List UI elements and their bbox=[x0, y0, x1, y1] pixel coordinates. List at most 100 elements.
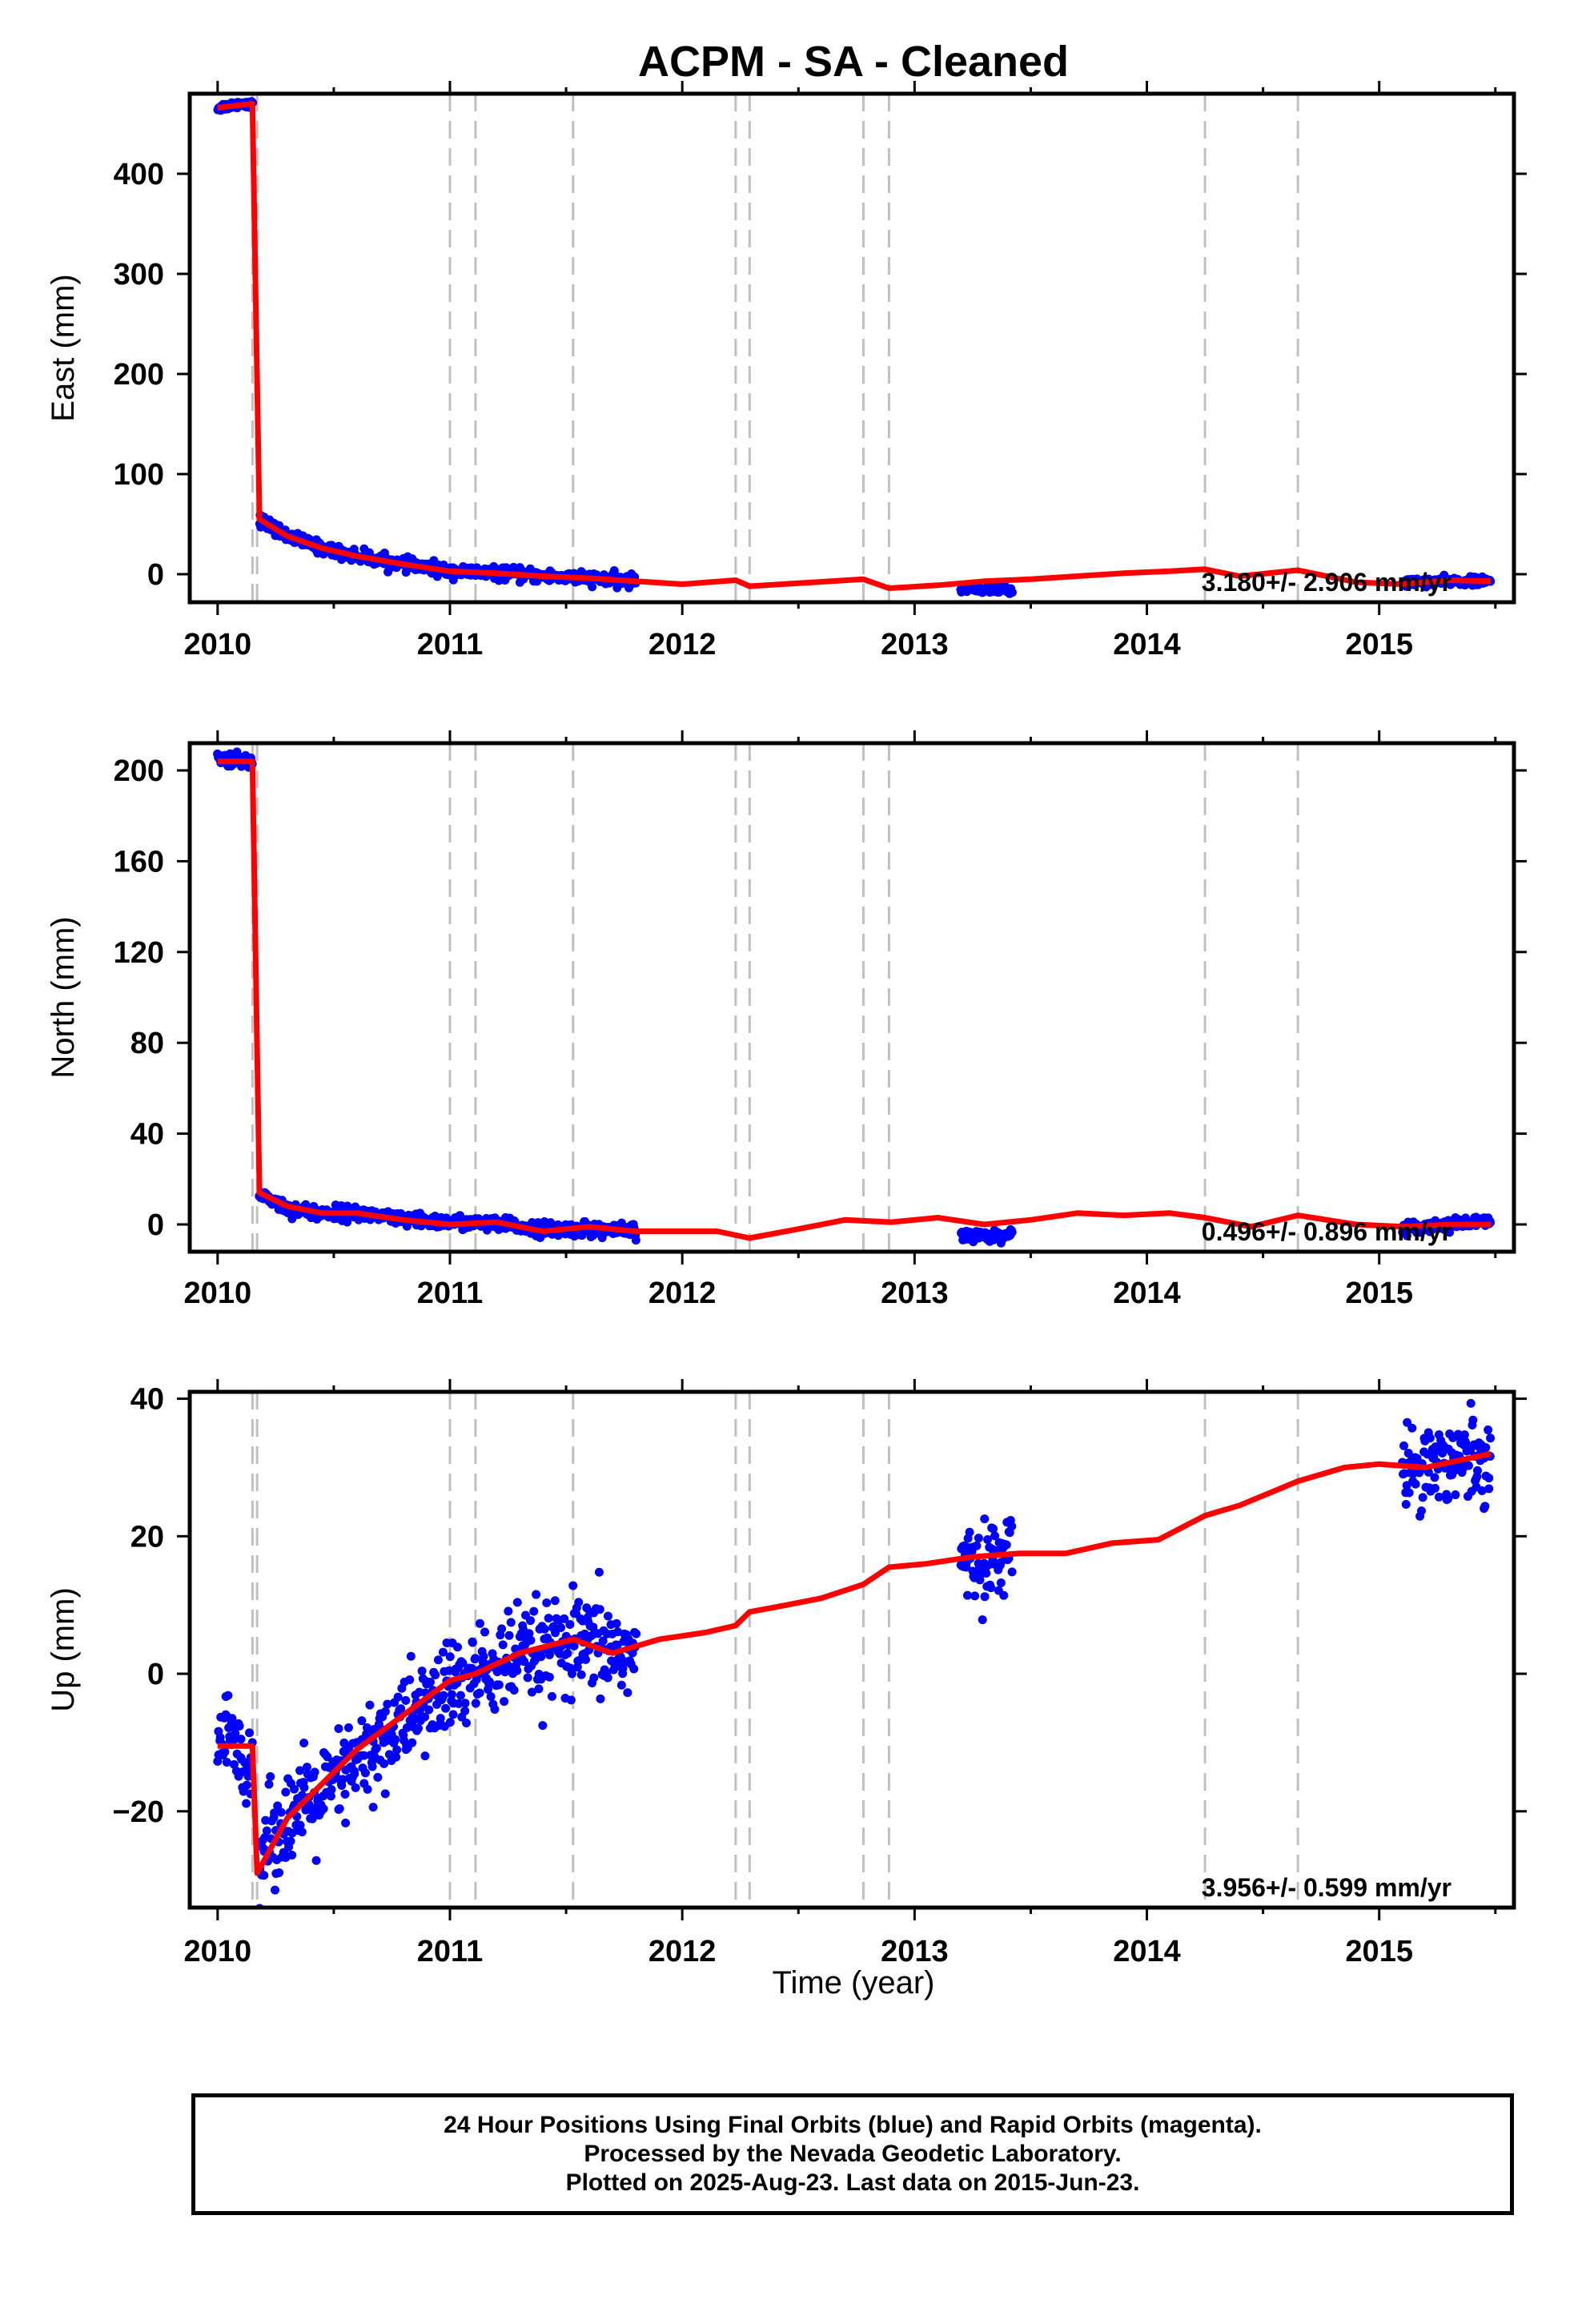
data-point bbox=[1430, 1473, 1439, 1482]
data-point bbox=[989, 1524, 998, 1534]
plot-frame bbox=[187, 91, 1516, 605]
data-point bbox=[447, 1690, 456, 1699]
data-point bbox=[396, 1704, 406, 1714]
y-tick-label: 300 bbox=[114, 258, 164, 292]
footer-line-2: Processed by the Nevada Geodetic Laborat… bbox=[584, 2141, 1122, 2167]
data-point bbox=[523, 1673, 532, 1683]
data-point bbox=[982, 1569, 991, 1578]
data-point bbox=[486, 1691, 496, 1701]
data-point bbox=[379, 1759, 389, 1768]
data-point bbox=[319, 1804, 328, 1814]
data-point bbox=[526, 1635, 536, 1645]
data-point bbox=[629, 1664, 639, 1674]
data-point bbox=[340, 1789, 350, 1799]
data-point bbox=[275, 1868, 284, 1877]
data-point bbox=[475, 1688, 484, 1698]
data-point bbox=[588, 582, 597, 592]
data-point bbox=[544, 1672, 554, 1682]
data-point bbox=[359, 1751, 369, 1760]
data-point bbox=[972, 1541, 982, 1550]
data-point bbox=[431, 1671, 440, 1680]
data-point bbox=[596, 1694, 605, 1703]
data-point bbox=[270, 1885, 279, 1895]
east-panel: 2010 2011 2012 2013 2014 2015 0 100 200 300 400 Eas… bbox=[46, 81, 1527, 661]
data-point bbox=[527, 1687, 536, 1697]
data-point bbox=[1480, 1502, 1490, 1511]
data-point bbox=[563, 1648, 572, 1658]
x-tick-label: 2013 bbox=[881, 628, 949, 661]
data-point bbox=[544, 1650, 554, 1659]
y-tick-label: 0 bbox=[147, 1658, 164, 1691]
y-tick-label: 0 bbox=[147, 558, 164, 592]
data-point bbox=[471, 1654, 480, 1663]
data-point bbox=[371, 1743, 381, 1753]
data-point bbox=[439, 1691, 448, 1700]
data-point bbox=[551, 1628, 560, 1638]
data-point bbox=[498, 1640, 508, 1650]
data-point bbox=[986, 1583, 996, 1593]
data-point bbox=[970, 1591, 980, 1601]
data-point bbox=[408, 1738, 417, 1747]
data-point bbox=[438, 1647, 448, 1657]
data-point bbox=[406, 1651, 416, 1661]
plot-frame bbox=[187, 741, 1516, 1254]
data-point bbox=[974, 1534, 983, 1543]
data-point bbox=[1399, 1441, 1409, 1450]
model-line bbox=[217, 758, 1491, 1241]
data-point bbox=[542, 1598, 552, 1608]
data-point bbox=[295, 1766, 305, 1775]
data-point bbox=[1430, 1483, 1439, 1493]
y-tick-label: −20 bbox=[113, 1795, 164, 1829]
data-point bbox=[475, 1618, 484, 1628]
data-point bbox=[357, 1716, 367, 1726]
data-point bbox=[220, 1747, 230, 1757]
y-axis-label: East (mm) bbox=[46, 274, 81, 421]
data-point bbox=[509, 1686, 519, 1695]
data-point bbox=[500, 1697, 509, 1707]
y-tick-label: 120 bbox=[114, 936, 164, 970]
data-point bbox=[276, 1807, 286, 1817]
data-point bbox=[334, 1724, 343, 1734]
data-point bbox=[1464, 1461, 1473, 1470]
data-point bbox=[980, 1514, 990, 1524]
model-line bbox=[217, 101, 1492, 591]
y-axis-label: North (mm) bbox=[46, 916, 81, 1078]
data-point bbox=[454, 1699, 464, 1708]
data-point bbox=[245, 1728, 255, 1738]
x-tick-label: 2012 bbox=[648, 1277, 717, 1310]
y-axis-label: Up (mm) bbox=[46, 1587, 81, 1712]
data-point bbox=[479, 1651, 488, 1661]
data-point bbox=[445, 1718, 455, 1727]
data-point bbox=[1411, 1479, 1420, 1489]
data-point bbox=[414, 1723, 424, 1733]
data-point bbox=[299, 1783, 309, 1792]
y-tick-label: 100 bbox=[114, 458, 164, 492]
data-point bbox=[504, 1630, 514, 1640]
data-point bbox=[1477, 1486, 1487, 1496]
data-point bbox=[227, 1714, 237, 1723]
data-point bbox=[445, 1652, 455, 1662]
data-point bbox=[524, 1629, 534, 1638]
y-tick-label: 200 bbox=[114, 754, 164, 788]
data-point bbox=[1416, 1506, 1426, 1516]
data-point bbox=[424, 1705, 434, 1715]
y-tick-label: 40 bbox=[130, 1118, 164, 1152]
data-point bbox=[433, 1655, 443, 1665]
data-point bbox=[299, 1739, 309, 1748]
data-point bbox=[266, 1771, 275, 1781]
x-axis-label: Time (year) bbox=[773, 1965, 935, 2000]
data-point bbox=[1443, 1494, 1453, 1504]
data-point bbox=[1451, 1490, 1460, 1500]
data-point bbox=[497, 1624, 507, 1634]
data-point bbox=[281, 1787, 291, 1797]
data-point bbox=[980, 1592, 990, 1602]
x-tick-label: 2010 bbox=[184, 1277, 252, 1310]
data-point bbox=[448, 1710, 458, 1719]
data-point bbox=[391, 1735, 400, 1744]
x-tick-label: 2011 bbox=[417, 1935, 483, 1968]
data-point bbox=[462, 1719, 472, 1728]
data-point bbox=[632, 1629, 641, 1638]
footer-line-1: 24 Hour Positions Using Final Orbits (bl… bbox=[444, 2112, 1262, 2138]
data-point bbox=[990, 1531, 1000, 1541]
